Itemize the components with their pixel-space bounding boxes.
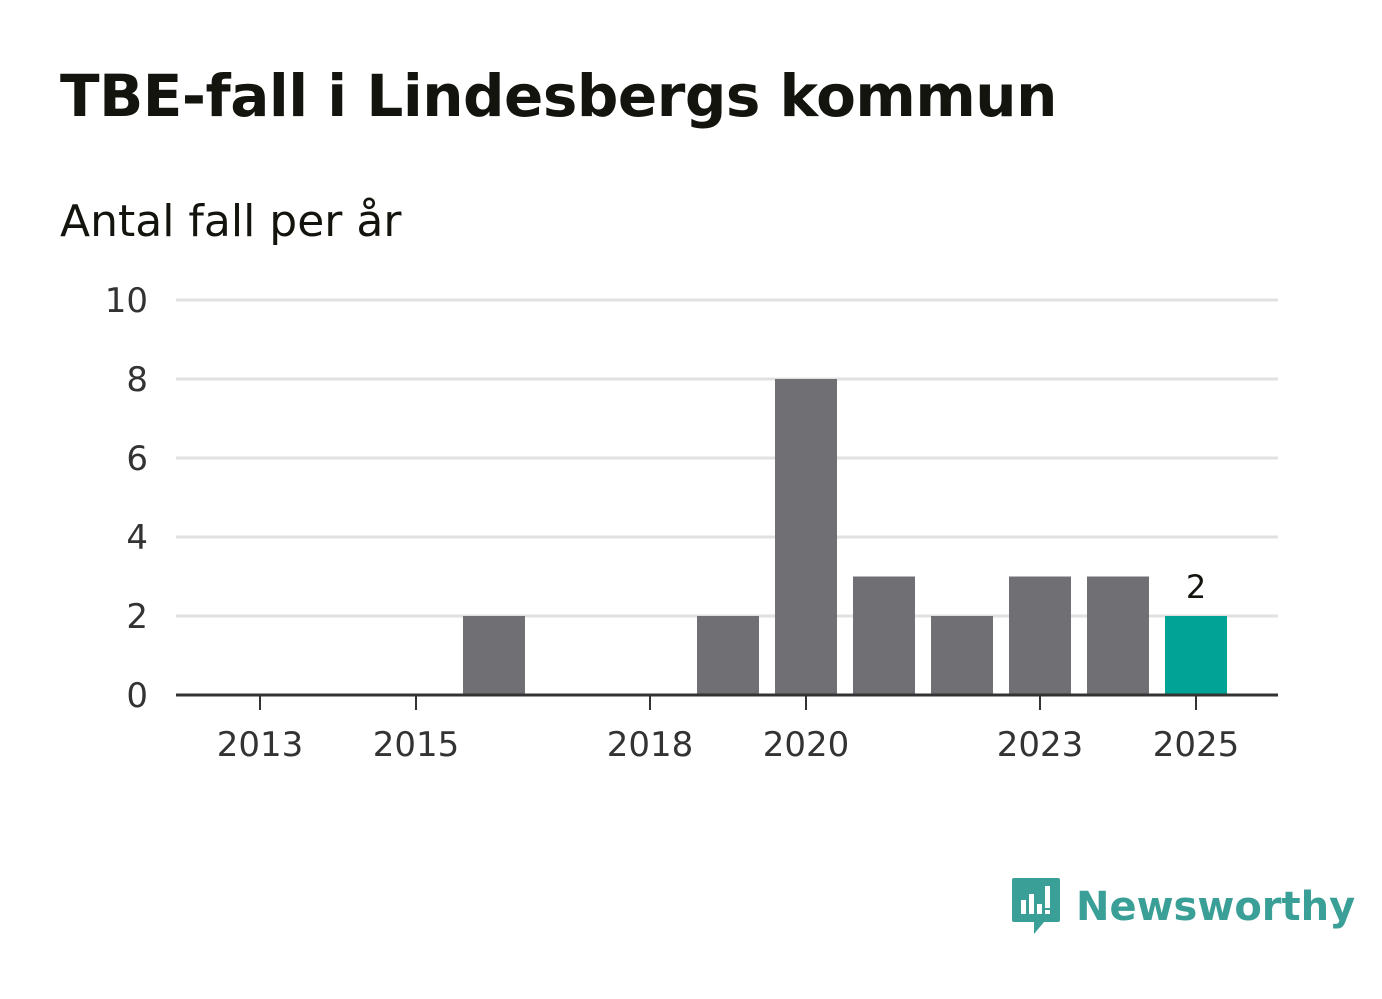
bar-2021 (853, 576, 915, 695)
bar-2020 (775, 379, 837, 695)
bar-2022 (931, 616, 993, 695)
newsworthy-logo-icon (1012, 878, 1060, 934)
y-tick-label-2: 2 (126, 597, 148, 637)
brand-logo: Newsworthy (1010, 876, 1355, 938)
bar-2019 (697, 616, 759, 695)
y-tick-label-0: 0 (126, 676, 148, 716)
labels: 0 2 4 6 8 10 2013 2015 2018 2020 2023 2025 2 (105, 281, 1240, 765)
x-tick-label-2025: 2025 (1153, 725, 1240, 765)
brand-name: Newsworthy (1076, 884, 1356, 930)
grid-lines (176, 298, 1278, 618)
y-tick-label-6: 6 (126, 439, 148, 479)
data-label-2025: 2 (1186, 568, 1206, 606)
x-tick-label-2023: 2023 (997, 725, 1084, 765)
bar-2023 (1009, 576, 1071, 695)
bar-2016 (463, 616, 525, 695)
y-tick-label-10: 10 (105, 281, 148, 321)
x-tick-label-2018: 2018 (607, 725, 694, 765)
bars (463, 379, 1227, 695)
y-tick-label-4: 4 (126, 518, 148, 558)
chart-title: TBE-fall i Lindesbergs kommun (60, 62, 1057, 130)
x-tick-label-2020: 2020 (763, 725, 850, 765)
bar-2024 (1087, 576, 1149, 695)
bar-2025 (1165, 616, 1227, 695)
y-tick-label-8: 8 (126, 360, 148, 400)
chart-subtitle: Antal fall per år (60, 196, 402, 247)
axes (176, 693, 1278, 710)
x-tick-label-2013: 2013 (217, 725, 304, 765)
x-tick-label-2015: 2015 (373, 725, 460, 765)
